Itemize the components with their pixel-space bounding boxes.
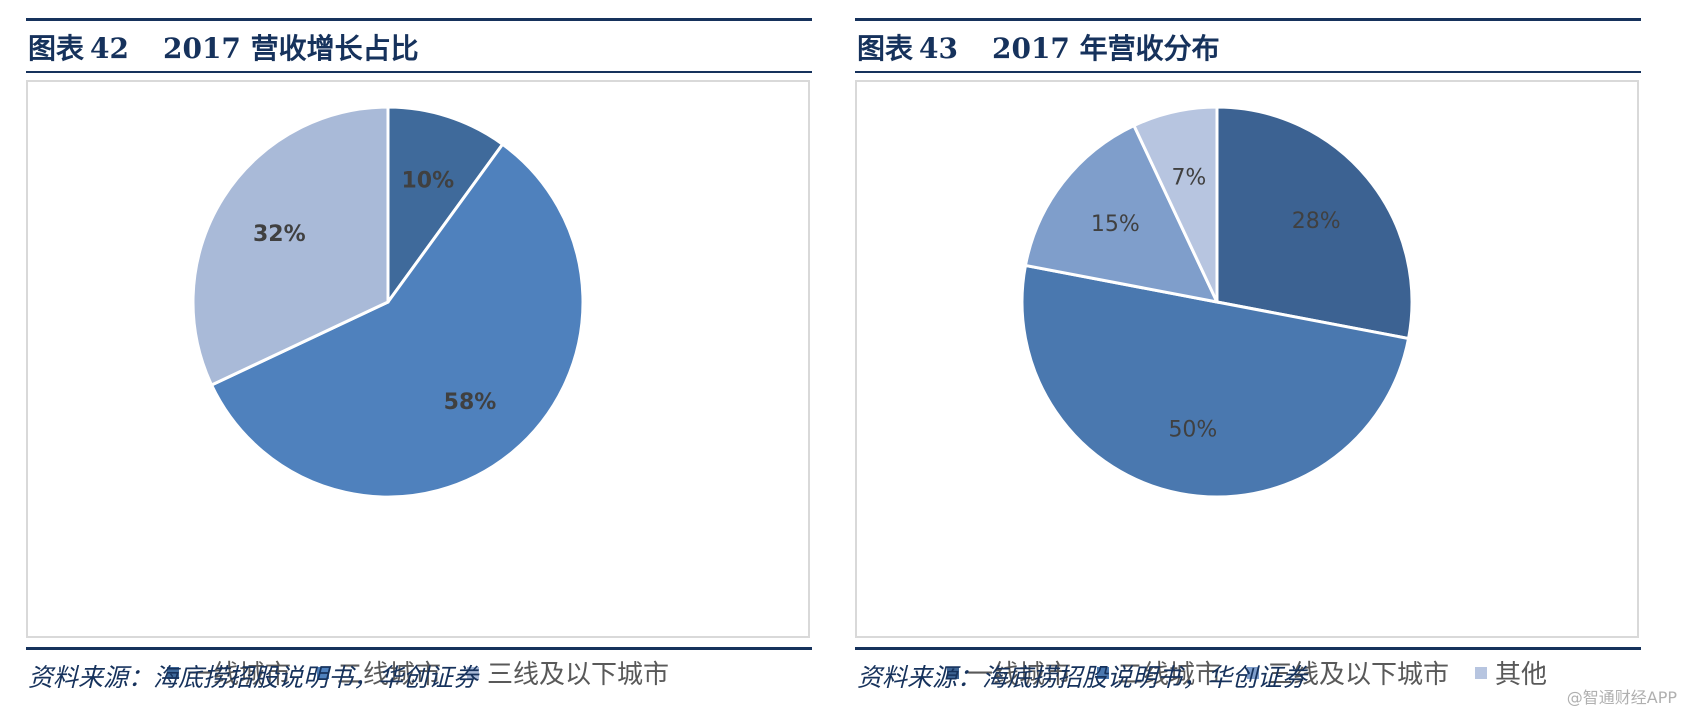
chart-legend: 一线城市 二线城市 三线及以下城市: [28, 654, 808, 691]
data-label-3: 15%: [1091, 212, 1140, 237]
figure-label: 图表: [28, 32, 85, 65]
title-rule: [26, 71, 812, 73]
watermark-text: @智通财经APP: [1566, 688, 1677, 707]
pie-slice-2: [209, 142, 585, 499]
figure-title: 图表 42 2017 营收增长占比: [28, 27, 419, 67]
legend-swatch: [1096, 666, 1109, 679]
pie-slice-4: [1131, 105, 1219, 303]
figure-number: 42: [90, 32, 129, 65]
pie-slice-3: [1023, 123, 1220, 305]
legend-label: 一线城市: [966, 660, 1071, 690]
source-note: 资料来源：海底捞招股说明书，华创证券: [28, 663, 479, 692]
figure-43: 图表 43 2017 年营收分布 28% 50% 15% 7% 一线城市 二线城市 三线及以下…: [855, 0, 1641, 712]
data-label-4: 7%: [1171, 165, 1206, 190]
pie-slice-2: [1020, 263, 1411, 499]
data-label-1: 10%: [401, 169, 454, 194]
legend-label: 一线城市: [186, 660, 291, 690]
legend-swatch: [1475, 666, 1488, 679]
data-label-1: 28%: [1292, 209, 1341, 234]
bottom-rule: [26, 647, 812, 650]
legend-swatch: [467, 666, 479, 679]
figure-label: 图表: [857, 32, 914, 65]
legend-swatch: [166, 666, 179, 679]
pie-chart-43: 28% 50% 15% 7%: [1020, 105, 1414, 499]
pie-slice-1: [386, 105, 505, 307]
figure-42: 图表 42 2017 营收增长占比 10% 58% 32% 一线城市 二线城市 三线及以下城…: [26, 0, 812, 712]
title-rule: [855, 71, 1641, 73]
legend-item: 一线城市: [946, 654, 1071, 691]
bottom-rule: [855, 647, 1641, 650]
legend-label: 二线城市: [336, 660, 441, 690]
chart-area: 28% 50% 15% 7% 一线城市 二线城市 三线及以下城市 其他: [855, 80, 1639, 690]
top-rule: [26, 18, 812, 21]
legend-item: 一线城市: [166, 654, 291, 691]
top-rule: [855, 18, 1641, 21]
figure-title-text: 2017 年营收分布: [991, 32, 1220, 65]
legend-swatch: [316, 666, 329, 679]
data-label-2: 50%: [1168, 417, 1217, 442]
chart-area: 10% 58% 32% 一线城市 二线城市 三线及以下城市: [26, 80, 810, 690]
chart-legend: 一线城市 二线城市 三线及以下城市 其他: [857, 654, 1637, 691]
legend-item: 其他: [1475, 654, 1547, 691]
legend-item: 三线及以下城市: [467, 654, 669, 691]
data-label-3: 32%: [253, 222, 306, 247]
legend-item: 二线城市: [316, 654, 441, 691]
legend-label: 其他: [1495, 660, 1548, 690]
data-label-2: 58%: [444, 390, 497, 415]
legend-swatch: [946, 666, 959, 679]
pie-slice-1: [1215, 105, 1414, 341]
figure-title: 图表 43 2017 年营收分布: [857, 27, 1220, 67]
figure-number: 43: [919, 32, 958, 65]
legend-item: 二线城市: [1096, 654, 1221, 691]
legend-label: 三线及以下城市: [1267, 660, 1450, 690]
figure-title-text: 2017 营收增长占比: [162, 32, 419, 65]
legend-label: 二线城市: [1116, 660, 1221, 690]
pie-slice-3: [191, 105, 390, 388]
legend-item: 三线及以下城市: [1247, 654, 1449, 691]
source-note: 资料来源：海底捞招股说明书，华创证券: [857, 663, 1308, 692]
legend-swatch: [1247, 666, 1259, 679]
legend-label: 三线及以下城市: [487, 660, 670, 690]
pie-chart-42: 10% 58% 32%: [191, 105, 585, 499]
